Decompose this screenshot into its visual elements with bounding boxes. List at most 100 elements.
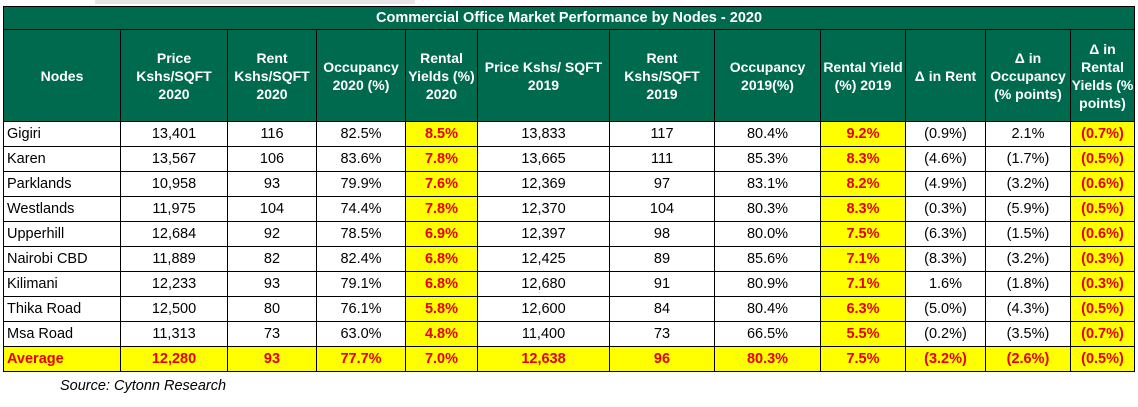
- table-cell: (1.7%): [985, 146, 1071, 172]
- average-row: Average 12,280 93 77.7% 7.0% 12,638 96 80.3% 7.5…: [3, 346, 1136, 372]
- table-row: Kilimani 12,233 93 79.1% 6.8% 12,680 91 80.9% 7.…: [3, 271, 1136, 297]
- table-cell: 80: [227, 296, 317, 322]
- table-row: Thika Road 12,500 80 76.1% 5.8% 12,600 84 80.4%…: [3, 296, 1136, 322]
- table-cell: 12,500: [120, 296, 228, 322]
- average-cell: 96: [609, 346, 715, 372]
- table-cell: (0.6%): [1069, 171, 1136, 197]
- table-cell: 12,684: [120, 221, 228, 247]
- table-cell: 111: [609, 146, 715, 172]
- table-cell: 13,833: [477, 121, 610, 147]
- column-header: Rent Kshs/SQFT 2019: [609, 29, 715, 122]
- table-cell: 79.9%: [316, 171, 406, 197]
- column-header: Occupancy 2020 (%): [316, 29, 406, 122]
- table-cell: 9.2%: [820, 121, 906, 147]
- table-cell: 11,975: [120, 196, 228, 222]
- table-cell: (0.3%): [905, 196, 986, 222]
- table-cell: 85.3%: [714, 146, 821, 172]
- market-performance-table: Commercial Office Market Performance by …: [2, 6, 1136, 372]
- table-cell: (0.5%): [1069, 296, 1136, 322]
- average-cell: 12,280: [120, 346, 228, 372]
- average-cell: 7.5%: [820, 346, 906, 372]
- table-cell: 6.8%: [405, 271, 478, 297]
- table-cell: 8.2%: [820, 171, 906, 197]
- table-cell: 13,665: [477, 146, 610, 172]
- column-header: Price Kshs/SQFT 2020: [120, 29, 228, 122]
- source-note: Source: Cytonn Research: [60, 378, 227, 394]
- table-cell: 11,313: [120, 321, 228, 347]
- table-cell: 11,400: [477, 321, 610, 347]
- table-cell: 6.9%: [405, 221, 478, 247]
- table-cell: 6.3%: [820, 296, 906, 322]
- table-cell: 6.8%: [405, 246, 478, 272]
- table-cell: 116: [227, 121, 317, 147]
- table-cell: 12,600: [477, 296, 610, 322]
- table-cell: 98: [609, 221, 715, 247]
- table-cell: 12,425: [477, 246, 610, 272]
- top-edge-strip: [95, 0, 415, 4]
- table-cell: 12,370: [477, 196, 610, 222]
- table-cell: 93: [227, 171, 317, 197]
- table-cell: 12,397: [477, 221, 610, 247]
- table-cell: 8.3%: [820, 146, 906, 172]
- average-cell: 7.0%: [405, 346, 478, 372]
- table-cell: 79.1%: [316, 271, 406, 297]
- table-cell: 12,233: [120, 271, 228, 297]
- table-cell: 7.8%: [405, 196, 478, 222]
- table-cell: (0.2%): [905, 321, 986, 347]
- node-name-cell: Nairobi CBD: [3, 246, 121, 272]
- table-cell: 12,680: [477, 271, 610, 297]
- average-label: Average: [3, 346, 121, 372]
- table-cell: (3.5%): [985, 321, 1071, 347]
- table-cell: 80.4%: [714, 296, 821, 322]
- table-cell: 117: [609, 121, 715, 147]
- table-cell: 91: [609, 271, 715, 297]
- table-cell: 83.1%: [714, 171, 821, 197]
- table-cell: 82: [227, 246, 317, 272]
- column-header: Rental Yields (%) 2020: [405, 29, 478, 122]
- table-cell: 10,958: [120, 171, 228, 197]
- table-cell: 13,567: [120, 146, 228, 172]
- column-header: Price Kshs/ SQFT 2019: [477, 29, 610, 122]
- table-row: Karen 13,567 106 83.6% 7.8% 13,665 111 85.3% 8.3…: [3, 146, 1136, 172]
- table-cell: 5.5%: [820, 321, 906, 347]
- table-cell: 7.8%: [405, 146, 478, 172]
- table-cell: 82.4%: [316, 246, 406, 272]
- table-cell: 92: [227, 221, 317, 247]
- table-cell: 11,889: [120, 246, 228, 272]
- node-name-cell: Msa Road: [3, 321, 121, 347]
- table-cell: (4.9%): [905, 171, 986, 197]
- table-cell: (0.9%): [905, 121, 986, 147]
- average-cell: (2.6%): [985, 346, 1071, 372]
- average-cell: (3.2%): [905, 346, 986, 372]
- table-row: Gigiri 13,401 116 82.5% 8.5% 13,833 117 80.4% 9.…: [3, 121, 1136, 147]
- table-cell: 85.6%: [714, 246, 821, 272]
- average-cell: (0.5%): [1069, 346, 1136, 372]
- table-cell: 13,401: [120, 121, 228, 147]
- table-cell: (0.6%): [1069, 221, 1136, 247]
- table-row: Nairobi CBD 11,889 82 82.4% 6.8% 12,425 89 85.6…: [3, 246, 1136, 272]
- average-cell: 80.3%: [714, 346, 821, 372]
- table-body: Gigiri 13,401 116 82.5% 8.5% 13,833 117 80.4% 9.…: [3, 121, 1136, 372]
- node-name-cell: Kilimani: [3, 271, 121, 297]
- column-header: Δ in Occupancy (% points): [985, 29, 1071, 122]
- table-cell: 73: [609, 321, 715, 347]
- table-row: Upperhill 12,684 92 78.5% 6.9% 12,397 98 80.0% 7…: [3, 221, 1136, 247]
- table-cell: (0.3%): [1069, 246, 1136, 272]
- table-cell: 5.8%: [405, 296, 478, 322]
- table-cell: (4.3%): [985, 296, 1071, 322]
- table-cell: (0.5%): [1069, 146, 1136, 172]
- table-cell: 80.9%: [714, 271, 821, 297]
- table-cell: 74.4%: [316, 196, 406, 222]
- table-cell: 80.3%: [714, 196, 821, 222]
- table-cell: (0.3%): [1069, 271, 1136, 297]
- node-name-cell: Westlands: [3, 196, 121, 222]
- table-cell: 93: [227, 271, 317, 297]
- table-cell: (1.8%): [985, 271, 1071, 297]
- table-row: Parklands 10,958 93 79.9% 7.6% 12,369 97 83.1% 8…: [3, 171, 1136, 197]
- table-cell: 83.6%: [316, 146, 406, 172]
- table-cell: 8.3%: [820, 196, 906, 222]
- column-header: Nodes: [3, 29, 121, 122]
- average-cell: 93: [227, 346, 317, 372]
- table-cell: 84: [609, 296, 715, 322]
- table-cell: (3.2%): [985, 171, 1071, 197]
